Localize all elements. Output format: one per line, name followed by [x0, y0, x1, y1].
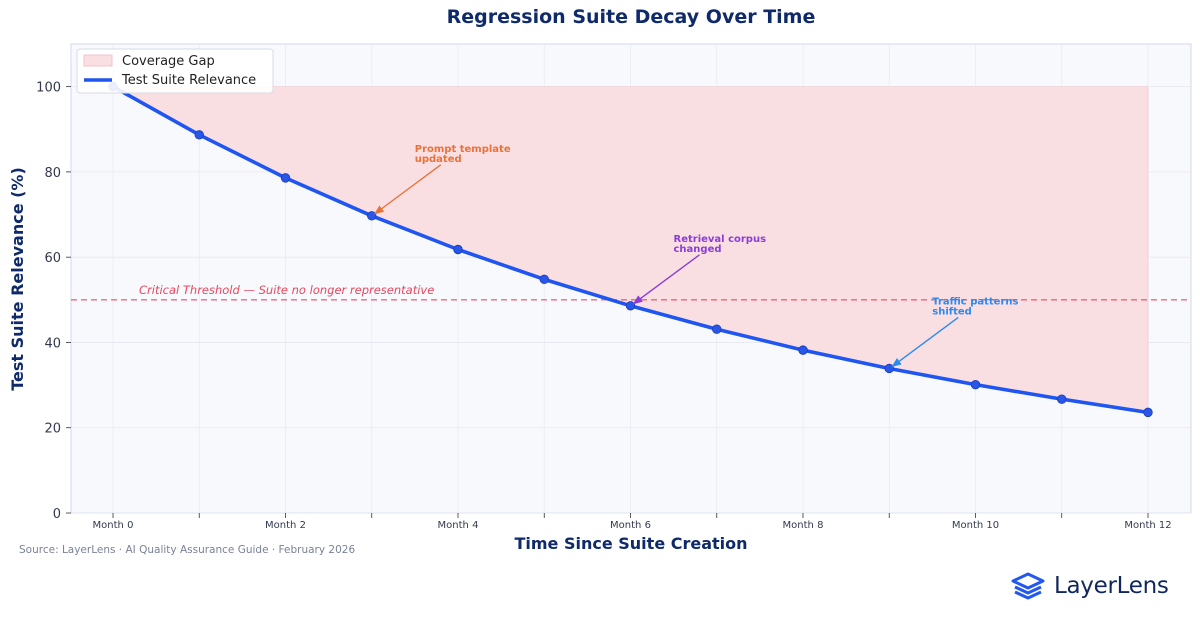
x-axis-ticks: Month 0 Month 2 Month 4 Month 6 Month 8 Month… [93, 513, 1172, 531]
data-point [798, 345, 808, 355]
y-tick-label: 100 [36, 81, 61, 96]
annotation-line: shifted [932, 306, 972, 317]
y-tick-label: 20 [44, 422, 61, 437]
brand-logo: LayerLens [1010, 572, 1169, 600]
y-axis-ticks: 0 20 40 60 80 100 [36, 81, 71, 522]
source-note: Source: LayerLens · AI Quality Assurance… [19, 544, 356, 556]
data-point [367, 211, 377, 221]
legend-box [76, 48, 274, 94]
legend-swatch-coverage-gap [83, 54, 113, 67]
annotation-line: updated [415, 154, 462, 165]
x-tick-label: Month 8 [783, 520, 824, 531]
x-axis-label: Time Since Suite Creation [514, 534, 747, 553]
annotation-label: Traffic patterns shifted [932, 296, 1018, 317]
legend: Coverage Gap Test Suite Relevance [76, 48, 274, 94]
brand-name: LayerLens [1054, 573, 1169, 599]
data-point [970, 379, 981, 390]
data-point [453, 244, 463, 255]
annotation-arrow [373, 164, 442, 215]
x-tick-label: Month 6 [610, 520, 651, 531]
x-tick-label: Month 4 [438, 520, 479, 531]
x-tick-label: Month 2 [265, 520, 306, 531]
legend-label-coverage-gap: Coverage Gap [122, 54, 215, 69]
threshold-group: Critical Threshold — Suite no longer rep… [71, 283, 1191, 301]
layers-icon [1011, 572, 1045, 600]
data-point [280, 173, 291, 183]
y-tick-label: 80 [44, 166, 61, 181]
data-point [625, 301, 636, 311]
y-tick-label: 0 [53, 507, 61, 522]
data-point [1057, 394, 1067, 404]
y-tick-label: 60 [44, 251, 61, 266]
annotation-arrow [632, 254, 700, 305]
annotation-line: changed [674, 244, 722, 255]
annotation-arrow [891, 316, 959, 368]
y-axis-label: Test Suite Relevance (%) [8, 167, 27, 391]
annotation-label: Prompt template updated [415, 144, 511, 165]
data-point [1143, 407, 1153, 418]
chart-title: Regression Suite Decay Over Time [447, 6, 816, 28]
data-point [884, 363, 894, 374]
legend-label-relevance: Test Suite Relevance [121, 73, 256, 88]
threshold-label: Critical Threshold — Suite no longer rep… [139, 283, 434, 297]
data-point [194, 130, 204, 140]
data-point [712, 324, 722, 334]
annotation-line: Prompt template [415, 144, 511, 155]
x-tick-label: Month 12 [1124, 520, 1171, 531]
annotation-label: Retrieval corpus changed [674, 234, 767, 255]
x-tick-label: Month 10 [952, 520, 999, 531]
annotation-line: Retrieval corpus [674, 234, 767, 245]
y-tick-label: 40 [44, 336, 61, 351]
data-point [539, 274, 549, 285]
x-tick-label: Month 0 [93, 520, 134, 531]
annotation-line: Traffic patterns [932, 296, 1018, 307]
annotations: Prompt template updated Retrieval corpus ch… [373, 144, 1019, 368]
